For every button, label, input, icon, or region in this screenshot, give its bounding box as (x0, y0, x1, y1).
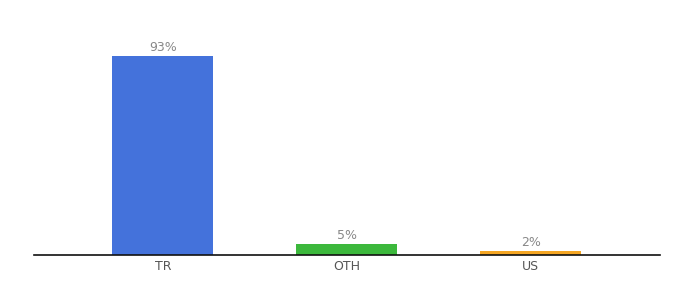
Text: 5%: 5% (337, 229, 357, 242)
Bar (480, 251, 581, 255)
Text: 2%: 2% (521, 236, 541, 249)
Text: 93%: 93% (149, 40, 177, 54)
Bar (112, 56, 214, 255)
Bar (296, 244, 397, 255)
